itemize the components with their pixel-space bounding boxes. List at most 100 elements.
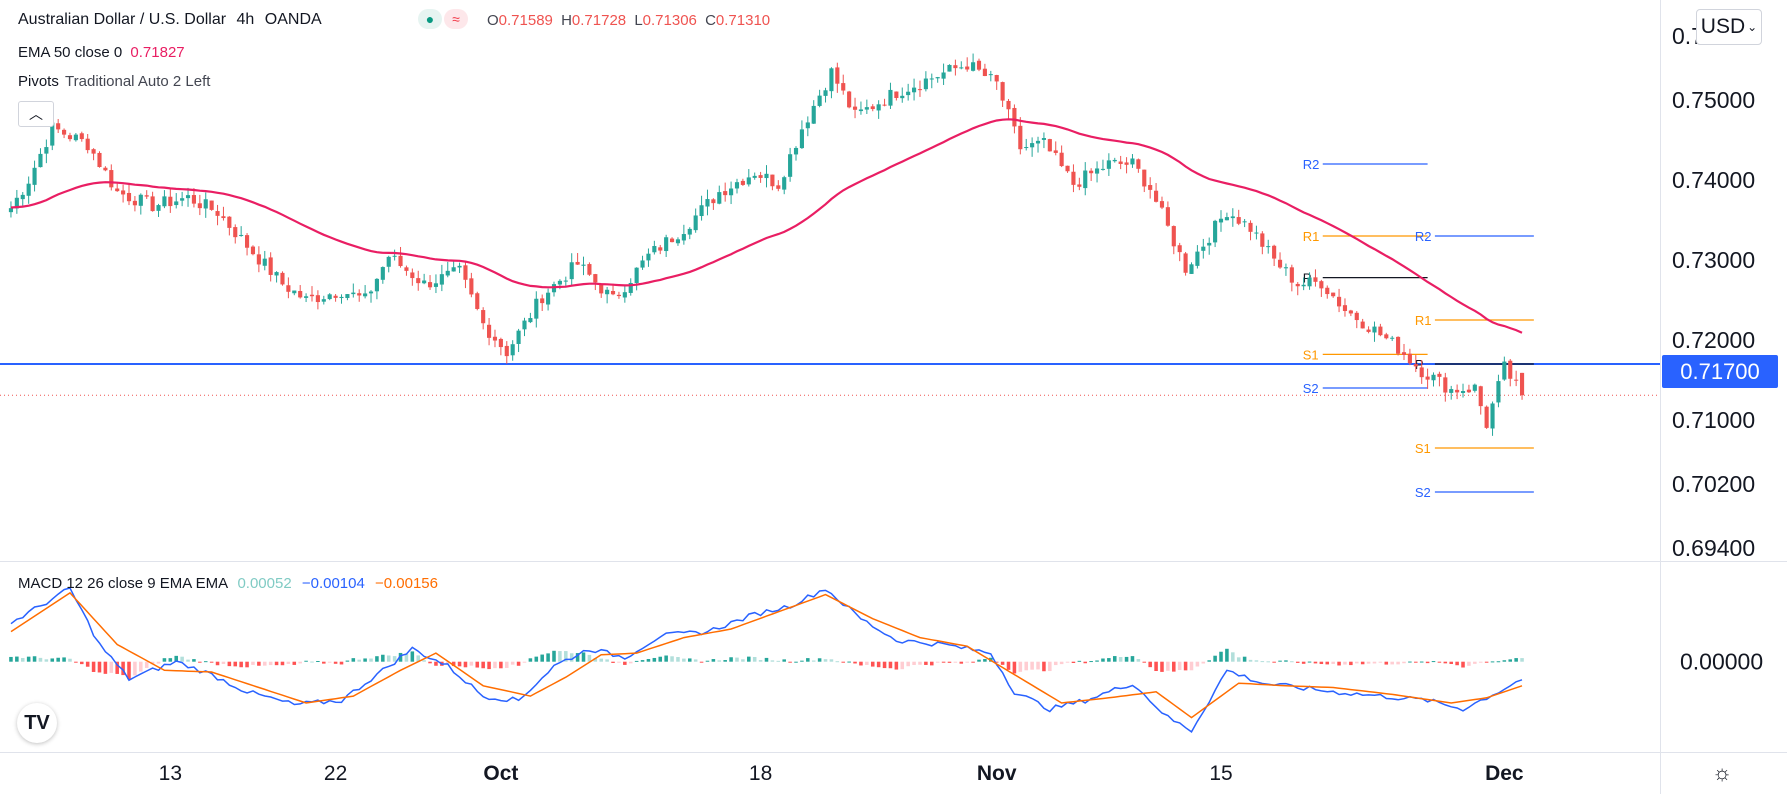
candle[interactable] bbox=[799, 120, 804, 149]
candle[interactable] bbox=[168, 189, 173, 213]
candle[interactable] bbox=[1065, 165, 1070, 173]
interval-label[interactable]: 4h bbox=[236, 11, 255, 28]
candle[interactable] bbox=[244, 233, 250, 256]
candle[interactable] bbox=[1089, 168, 1094, 181]
candle[interactable] bbox=[351, 283, 356, 298]
candle[interactable] bbox=[250, 245, 256, 256]
tradingview-logo-icon[interactable]: TV bbox=[17, 703, 57, 743]
candle[interactable] bbox=[1177, 242, 1182, 262]
candle[interactable] bbox=[1154, 183, 1159, 203]
candle[interactable] bbox=[404, 265, 409, 276]
candle[interactable] bbox=[1502, 356, 1507, 381]
candle[interactable] bbox=[587, 262, 592, 276]
candle[interactable] bbox=[1301, 277, 1306, 291]
market-open-icon[interactable]: ● bbox=[418, 9, 442, 29]
candle[interactable] bbox=[1059, 145, 1064, 168]
candle[interactable] bbox=[864, 99, 869, 115]
candle[interactable] bbox=[233, 224, 238, 244]
candle[interactable] bbox=[811, 100, 816, 124]
candle[interactable] bbox=[776, 180, 781, 192]
candle[interactable] bbox=[1201, 238, 1206, 259]
candle[interactable] bbox=[410, 268, 415, 286]
candle[interactable] bbox=[1183, 251, 1188, 276]
candle[interactable] bbox=[392, 249, 397, 261]
candle[interactable] bbox=[534, 291, 539, 328]
candle[interactable] bbox=[581, 256, 586, 276]
candle[interactable] bbox=[1289, 264, 1294, 292]
candle[interactable] bbox=[126, 183, 132, 206]
candle[interactable] bbox=[900, 87, 905, 103]
candle[interactable] bbox=[256, 246, 261, 273]
candle[interactable] bbox=[1484, 405, 1489, 429]
candle[interactable] bbox=[487, 318, 492, 346]
candle[interactable] bbox=[138, 193, 143, 215]
candle[interactable] bbox=[1478, 385, 1483, 415]
candle[interactable] bbox=[209, 200, 214, 211]
candle[interactable] bbox=[32, 160, 37, 192]
candle[interactable] bbox=[1407, 348, 1412, 366]
candle[interactable] bbox=[681, 224, 686, 245]
candle[interactable] bbox=[575, 253, 580, 265]
candle[interactable] bbox=[1213, 219, 1218, 248]
candle[interactable] bbox=[197, 194, 202, 216]
candle[interactable] bbox=[664, 234, 669, 257]
candle[interactable] bbox=[1419, 360, 1424, 384]
candle[interactable] bbox=[947, 64, 952, 72]
candle[interactable] bbox=[1307, 272, 1312, 290]
candle[interactable] bbox=[693, 208, 698, 233]
candle[interactable] bbox=[1165, 201, 1170, 227]
candle[interactable] bbox=[14, 189, 19, 214]
candle[interactable] bbox=[215, 204, 220, 226]
candle[interactable] bbox=[599, 283, 604, 298]
candle[interactable] bbox=[563, 276, 568, 287]
candle[interactable] bbox=[292, 290, 297, 296]
candle[interactable] bbox=[1030, 137, 1035, 157]
candle[interactable] bbox=[91, 148, 96, 161]
candle[interactable] bbox=[906, 83, 911, 101]
price-pane[interactable]: R2 R1 P S1 S2 R2 R1 P S1 S2 bbox=[0, 53, 1660, 500]
candle[interactable] bbox=[1148, 177, 1153, 199]
candle[interactable] bbox=[67, 132, 73, 142]
candle[interactable] bbox=[1230, 208, 1235, 227]
candle[interactable] bbox=[652, 240, 657, 255]
candle[interactable] bbox=[1000, 81, 1005, 108]
candle[interactable] bbox=[628, 278, 633, 296]
candle[interactable] bbox=[546, 288, 551, 311]
candle[interactable] bbox=[593, 273, 598, 291]
candle[interactable] bbox=[675, 237, 681, 246]
candle[interactable] bbox=[1100, 159, 1106, 171]
macd-signal-line[interactable] bbox=[10, 591, 1523, 719]
candle[interactable] bbox=[823, 87, 828, 103]
candle[interactable] bbox=[1218, 210, 1224, 232]
candle[interactable] bbox=[540, 294, 545, 312]
candle[interactable] bbox=[286, 277, 291, 299]
candle[interactable] bbox=[1006, 98, 1011, 119]
candle[interactable] bbox=[1425, 368, 1430, 389]
candle[interactable] bbox=[1360, 318, 1365, 329]
candle[interactable] bbox=[363, 285, 368, 299]
candle[interactable] bbox=[1472, 383, 1477, 393]
candle[interactable] bbox=[26, 176, 31, 204]
candle[interactable] bbox=[339, 294, 344, 304]
candle[interactable] bbox=[56, 119, 61, 134]
candle[interactable] bbox=[805, 116, 810, 137]
candle[interactable] bbox=[386, 255, 391, 273]
candle[interactable] bbox=[262, 250, 267, 271]
candle[interactable] bbox=[917, 80, 923, 97]
candle[interactable] bbox=[1041, 132, 1046, 149]
macd-pane[interactable]: 0.00000 bbox=[9, 587, 1763, 733]
candle[interactable] bbox=[829, 67, 834, 99]
candle[interactable] bbox=[1266, 239, 1271, 254]
candle[interactable] bbox=[729, 181, 734, 205]
candle[interactable] bbox=[504, 341, 509, 364]
candle[interactable] bbox=[1519, 372, 1525, 400]
candle[interactable] bbox=[1455, 384, 1460, 400]
candle[interactable] bbox=[551, 281, 557, 297]
candle[interactable] bbox=[971, 53, 976, 72]
candle[interactable] bbox=[85, 133, 90, 154]
candle[interactable] bbox=[782, 175, 787, 195]
candle[interactable] bbox=[380, 266, 385, 284]
candle[interactable] bbox=[705, 189, 710, 216]
candle[interactable] bbox=[817, 89, 822, 108]
